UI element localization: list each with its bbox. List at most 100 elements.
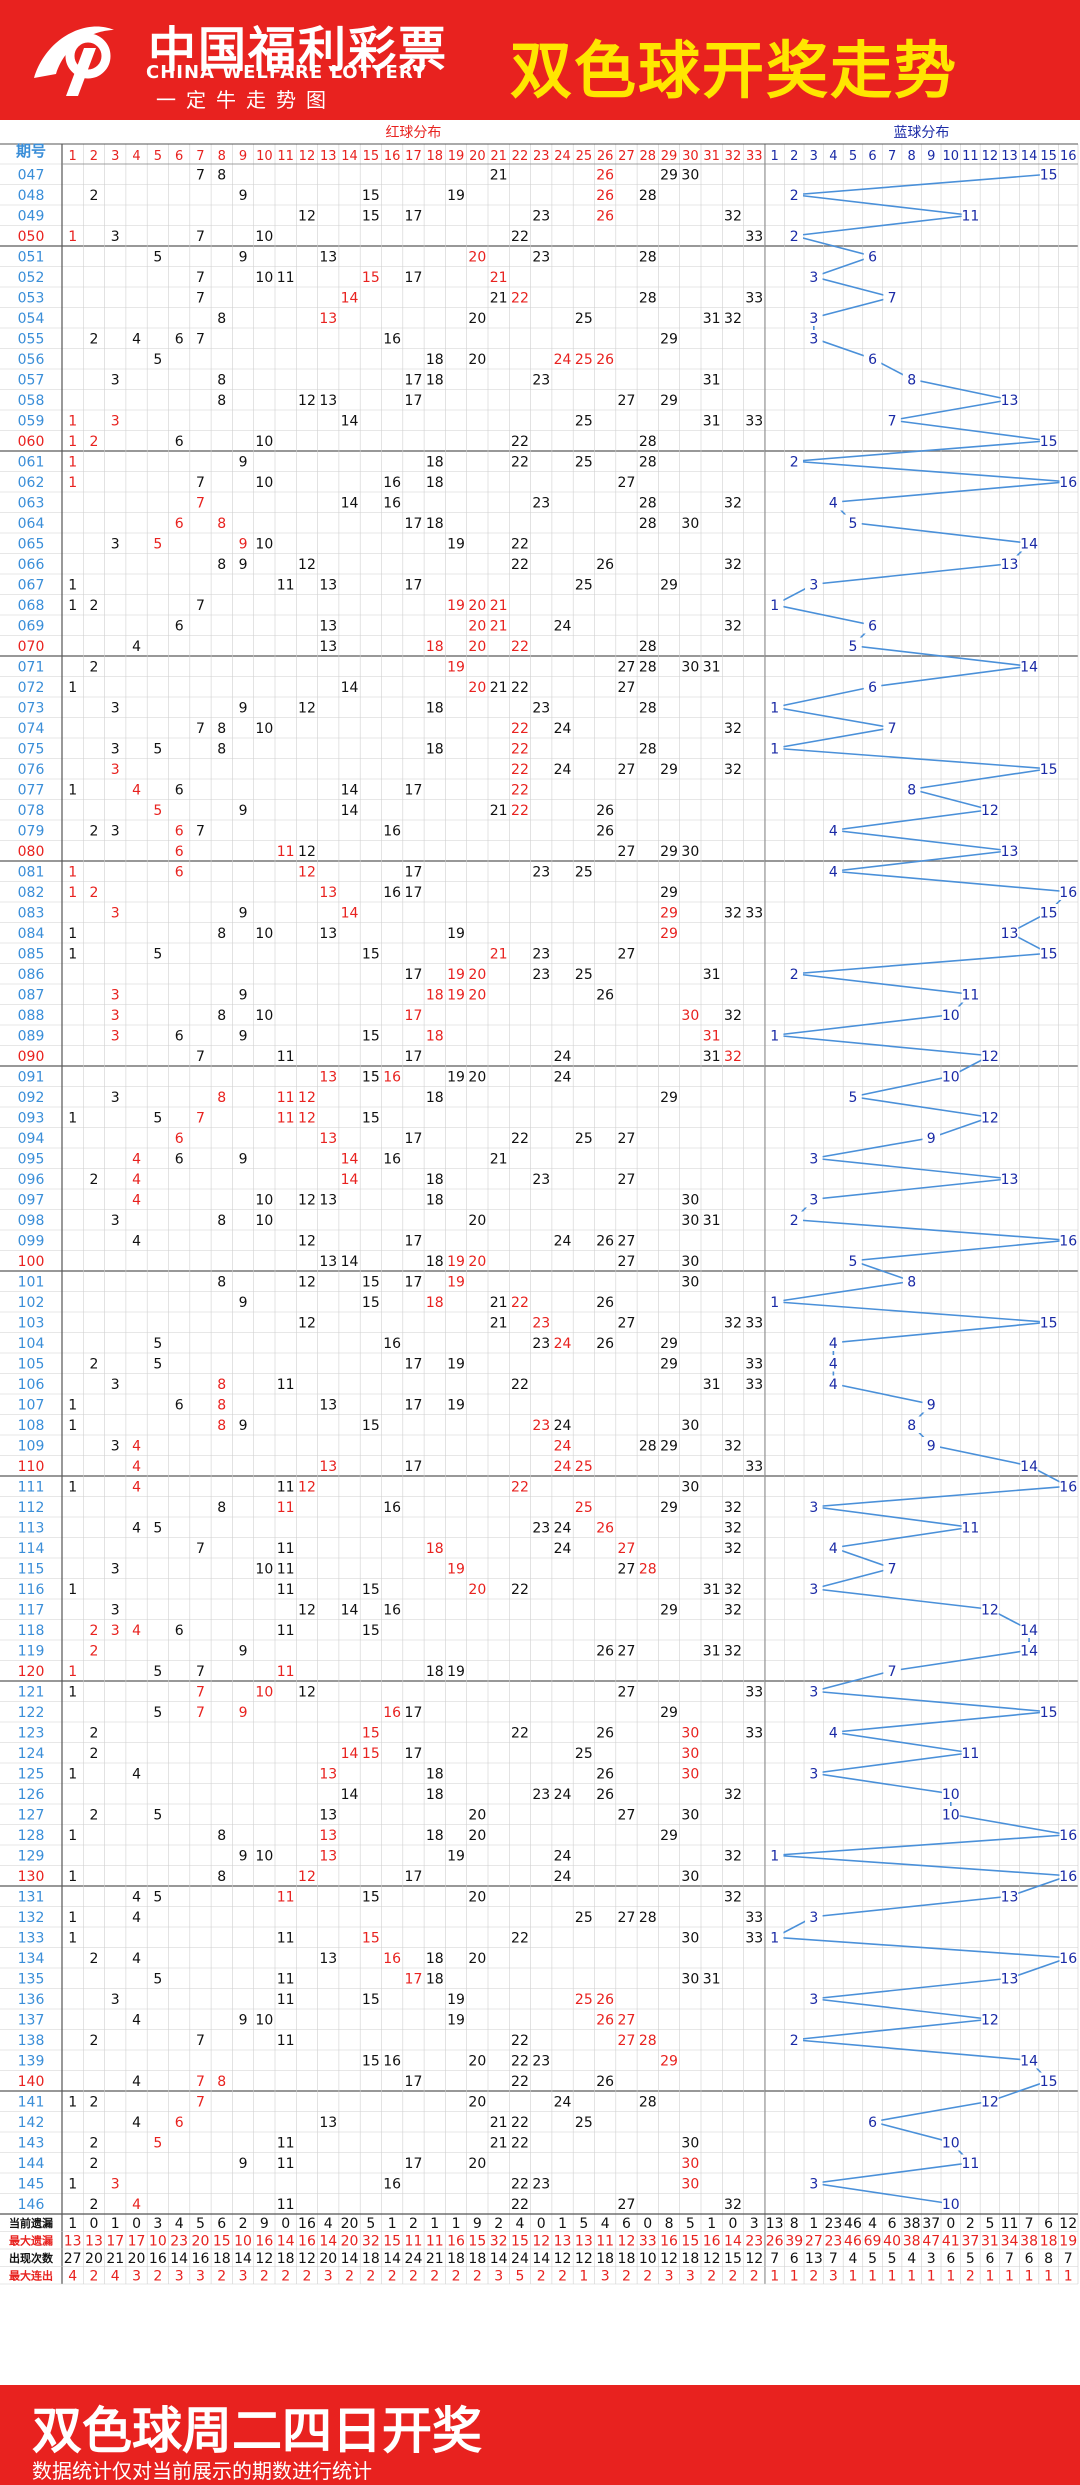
red-column-label: 27: [618, 149, 635, 164]
blue-ball: 2: [790, 967, 799, 983]
issue-number: 060: [18, 434, 45, 450]
red-ball: 22: [511, 1479, 529, 1495]
red-ball: 32: [724, 1889, 742, 1905]
issue-number: 122: [18, 1705, 45, 1721]
red-ball: 7: [196, 721, 205, 737]
stat-red-value: 4: [601, 2216, 610, 2232]
stat-blue-value: 1: [1064, 2269, 1073, 2285]
blue-ball-bg: [883, 1662, 901, 1679]
stat-blue-value: 6: [985, 2251, 994, 2267]
red-ball: 17: [405, 1397, 423, 1413]
red-ball: 17: [405, 2074, 423, 2090]
stat-red-value: 14: [277, 2234, 295, 2250]
stat-blue-value: 41: [942, 2234, 960, 2250]
red-ball: 32: [724, 1848, 742, 1864]
red-ball: 13: [319, 577, 337, 593]
blue-ball-bg: [805, 1990, 823, 2007]
stat-red-value: 5: [196, 2216, 205, 2232]
red-ball: 2: [89, 2156, 98, 2172]
red-ball: 31: [703, 967, 721, 983]
red-ball: 22: [511, 803, 529, 819]
stat-red-value: 16: [255, 2234, 273, 2250]
red-ball: 9: [239, 1643, 248, 1659]
issue-number: 137: [18, 2012, 45, 2028]
red-ball: 15: [362, 1889, 380, 1905]
blue-ball: 14: [1020, 659, 1038, 675]
stat-blue-value: 13: [805, 2251, 823, 2267]
issue-number: 082: [18, 885, 45, 901]
issue-number: 125: [18, 1766, 45, 1782]
stat-red-value: 15: [724, 2251, 742, 2267]
red-ball: 26: [596, 1233, 614, 1249]
red-ball: 5: [153, 1664, 162, 1680]
red-ball: 32: [724, 1500, 742, 1516]
red-ball: 22: [511, 2135, 529, 2151]
red-ball: 1: [68, 434, 77, 450]
red-ball: 11: [277, 1992, 295, 2008]
stat-red-value: 5: [515, 2269, 524, 2285]
red-ball: 28: [639, 516, 657, 532]
red-ball: 25: [575, 2115, 593, 2131]
red-ball: 32: [724, 1787, 742, 1803]
red-ball: 26: [596, 1787, 614, 1803]
red-ball: 18: [426, 372, 444, 388]
red-ball: 6: [175, 2115, 184, 2131]
stat-red-value: 6: [217, 2216, 226, 2232]
blue-ball: 16: [1059, 1233, 1077, 1249]
red-ball: 21: [490, 618, 508, 634]
stat-red-value: 14: [170, 2251, 188, 2267]
red-ball: 17: [405, 1459, 423, 1475]
stat-red-value: 13: [85, 2234, 103, 2250]
red-ball: 15: [362, 1069, 380, 1085]
stat-red-value: 20: [341, 2234, 359, 2250]
blue-ball-bg: [942, 1006, 960, 1023]
red-ball: 16: [383, 1602, 401, 1618]
red-ball: 4: [132, 2115, 141, 2131]
stat-blue-value: 46: [844, 2216, 862, 2232]
red-ball: 5: [153, 1110, 162, 1126]
issue-number: 054: [18, 311, 45, 327]
red-ball: 21: [490, 803, 508, 819]
red-column-label: 14: [341, 149, 358, 164]
red-ball: 29: [660, 1705, 678, 1721]
red-ball: 29: [660, 1090, 678, 1106]
stat-blue-value: 19: [1059, 2234, 1077, 2250]
stat-blue-value: 12: [1059, 2216, 1077, 2232]
red-ball: 1: [68, 1828, 77, 1844]
issue-number: 139: [18, 2053, 45, 2069]
blue-ball-bg: [1000, 1170, 1019, 1187]
red-ball: 10: [255, 2012, 273, 2028]
red-ball: 26: [596, 557, 614, 573]
red-ball: 1: [68, 454, 77, 470]
red-ball: 26: [596, 1766, 614, 1782]
blue-column-label: 9: [927, 149, 935, 164]
red-ball: 22: [511, 2033, 529, 2049]
red-ball: 12: [298, 864, 316, 880]
stat-red-value: 16: [192, 2251, 210, 2267]
red-ball: 26: [596, 188, 614, 204]
red-ball: 14: [341, 495, 359, 511]
blue-column-label: 1: [771, 149, 779, 164]
red-ball: 3: [111, 413, 120, 429]
red-ball: 18: [426, 741, 444, 757]
stat-red-value: 1: [68, 2216, 77, 2232]
blue-ball-bg: [981, 801, 999, 818]
red-ball: 7: [196, 229, 205, 245]
red-ball: 16: [383, 1151, 401, 1167]
red-ball: 6: [175, 434, 184, 450]
red-ball: 20: [468, 311, 486, 327]
issue-number: 066: [18, 557, 45, 573]
red-ball: 7: [196, 1705, 205, 1721]
red-ball: 10: [255, 434, 273, 450]
red-ball: 21: [490, 167, 508, 183]
red-ball: 31: [703, 1028, 721, 1044]
blue-ball-bg: [942, 2195, 960, 2212]
red-ball: 13: [319, 311, 337, 327]
red-ball: 5: [153, 1520, 162, 1536]
red-ball: 27: [618, 1910, 636, 1926]
red-ball: 7: [196, 1684, 205, 1700]
issue-number: 105: [18, 1356, 45, 1372]
issue-number: 124: [18, 1746, 45, 1762]
stat-red-value: 23: [170, 2234, 188, 2250]
stat-red-value: 16: [149, 2251, 167, 2267]
